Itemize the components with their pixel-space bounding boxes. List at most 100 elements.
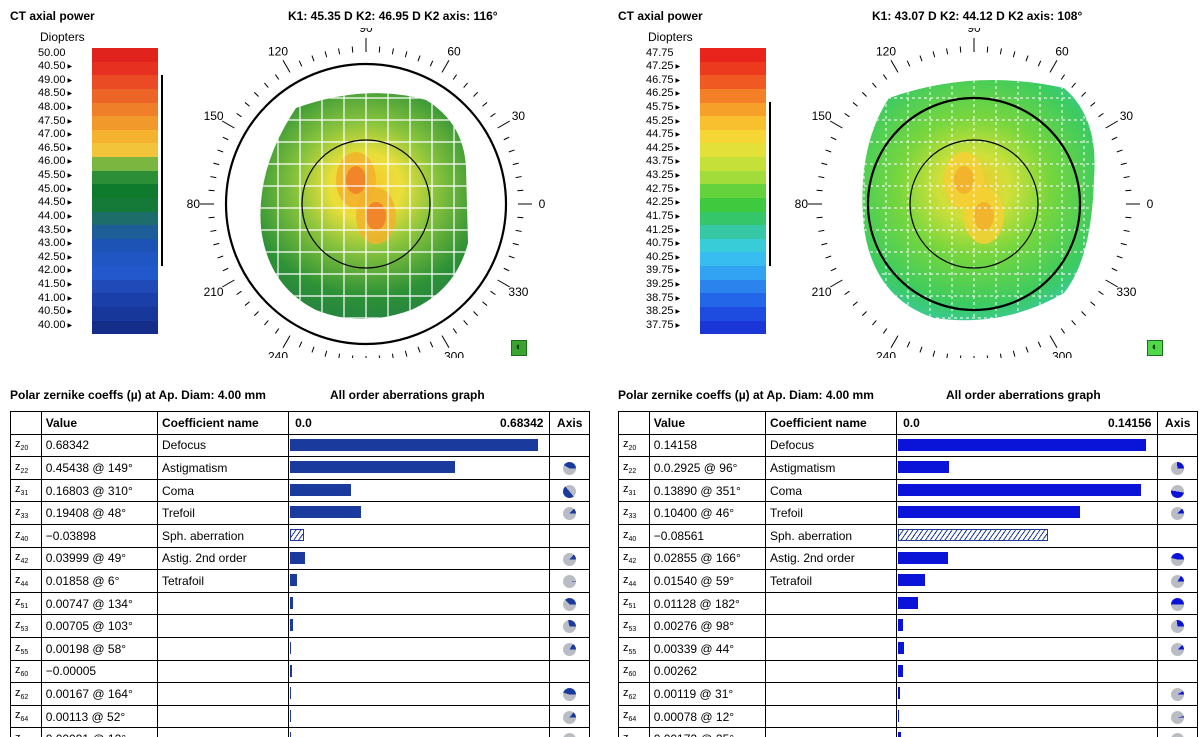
table-row: z42 0.02855 @ 166° Astig. 2nd order: [618, 546, 1198, 571]
angle-tick: [213, 242, 220, 246]
scale-swatch: [700, 293, 766, 307]
aberration-bar: [290, 619, 293, 632]
coefficient-value: 0.00339 @ 44°: [648, 636, 766, 661]
angle-tick: [1090, 102, 1096, 107]
angle-label: 180: [186, 197, 200, 211]
scale-swatch: [700, 279, 766, 294]
angle-tick: [210, 176, 217, 179]
aberration-bar-cell: [896, 614, 1159, 638]
table-row: z22 0.45438 @ 149° Astigmatism: [10, 456, 590, 480]
angle-tick: [1098, 112, 1104, 118]
scale-label: 44.25 ▶: [646, 141, 681, 154]
table-row: z44 0.01858 @ 6° Tetrafoil: [10, 569, 590, 593]
angle-tick: [1081, 91, 1087, 97]
angle-tick: [1025, 346, 1029, 353]
right-topography-panel: CT axial power K1: 43.07 D K2: 44.12 D K…: [608, 0, 1198, 737]
aberration-bar: [290, 438, 539, 451]
angle-tick: [236, 290, 242, 296]
angle-tick: [1116, 149, 1123, 153]
angle-tick: [482, 301, 488, 306]
coefficient-value: 0.00167 @ 164°: [40, 682, 158, 706]
angle-tick: [208, 189, 215, 192]
scale-swatch: [92, 266, 158, 280]
angle-tick: [1060, 328, 1066, 334]
scale-swatch: [92, 129, 158, 144]
zernike-term: z44: [10, 569, 42, 593]
table-header-row: Value Coefficient name 0.0 0.68342 Axis: [10, 411, 590, 435]
axis-pie-icon: [563, 507, 577, 521]
coefficient-name: Tetrafoil: [764, 569, 898, 593]
aberration-bar: [290, 551, 305, 564]
angle-tick: [1037, 341, 1042, 348]
angle-tick: [1071, 320, 1076, 326]
axis-cell: [549, 478, 590, 503]
axis-cell: [549, 636, 590, 661]
zernike-term: z22: [10, 456, 42, 480]
zernike-term: z66: [10, 727, 42, 737]
coefficient-value: 0.14158: [648, 433, 766, 458]
angle-tick: [825, 149, 832, 153]
table-row: z51 0.01128 @ 182°: [618, 591, 1198, 616]
coefficient-value: 0.00078 @ 12°: [648, 704, 766, 729]
scale-range-marker: [769, 102, 771, 266]
coefficient-value: 0.16803 @ 310°: [40, 478, 158, 503]
axis-pie-icon: [563, 710, 577, 724]
aberration-bar: [898, 438, 1147, 451]
angle-label: 240: [268, 349, 288, 358]
scale-label: 41.50 ▶: [38, 278, 73, 291]
angle-label: 300: [444, 349, 464, 358]
angle-label: 0: [1147, 197, 1154, 211]
aberration-bar-cell: [896, 704, 1159, 729]
angle-label: 300: [1052, 349, 1072, 358]
angle-tick: [882, 328, 888, 334]
angle-label: 0: [539, 197, 546, 211]
scale-label: 40.25 ▶: [646, 250, 681, 263]
angle-tick: [282, 335, 291, 349]
angle-tick: [515, 176, 522, 179]
angle-tick: [517, 216, 524, 219]
scale-swatch: [92, 225, 158, 239]
coefficient-name: Coma: [156, 478, 290, 503]
angle-label: 30: [1120, 109, 1134, 123]
coefficient-value: 0.00262: [648, 659, 766, 684]
angle-tick: [1125, 189, 1132, 192]
angle-tick: [1071, 82, 1076, 88]
angle-label: 120: [876, 45, 896, 59]
angle-tick: [253, 311, 259, 317]
scale-label: 45.50 ▶: [38, 169, 73, 182]
scale-label: 43.00 ▶: [38, 237, 73, 250]
power-map-surface: [862, 80, 1095, 321]
scale-label: 44.50 ▶: [38, 196, 73, 209]
angle-tick: [872, 82, 877, 88]
eye-icon[interactable]: ◐: [511, 340, 527, 356]
name-header: Coefficient name: [764, 411, 898, 435]
aberration-bar-cell: [288, 478, 551, 503]
axis-pie-icon: [1171, 552, 1185, 566]
angle-tick: [959, 46, 962, 53]
zernike-term: z51: [10, 591, 42, 616]
aberration-bar: [898, 619, 903, 632]
topography-map: 9060300330300270240210180150120: [794, 28, 1154, 358]
value-header: Value: [648, 411, 766, 435]
coefficient-value: 0.13890 @ 351°: [648, 478, 766, 503]
angle-tick: [512, 242, 519, 246]
coefficient-value: −0.08561: [648, 523, 766, 548]
scale-swatch: [92, 238, 158, 253]
table-row: z33 0.19408 @ 48° Trefoil: [10, 501, 590, 525]
angle-tick: [830, 136, 837, 141]
angle-label: 60: [447, 45, 461, 59]
angle-tick: [1049, 59, 1058, 73]
coefficient-name: [764, 636, 898, 661]
scale-swatch: [92, 157, 158, 171]
aberration-bar-cell: [288, 546, 551, 571]
coefficient-name: Sph. aberration: [156, 523, 290, 548]
scale-swatch: [92, 116, 158, 130]
angle-tick: [352, 355, 354, 358]
angle-tick: [298, 341, 303, 348]
angle-tick: [503, 136, 510, 141]
aberration-bar-cell: [288, 456, 551, 480]
angle-tick: [490, 290, 496, 296]
scale-swatch: [700, 75, 766, 89]
coefficient-name: [764, 727, 898, 737]
eye-icon[interactable]: ◐: [1147, 340, 1163, 356]
